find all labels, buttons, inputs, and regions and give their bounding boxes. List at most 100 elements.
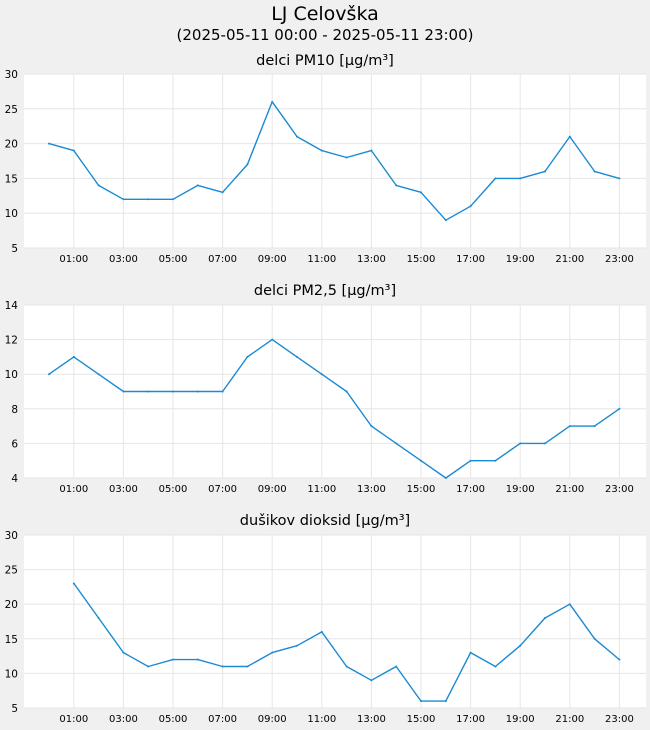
x-tick-label: 07:00 — [208, 714, 237, 725]
x-tick-label: 17:00 — [456, 484, 485, 495]
data-point — [395, 184, 398, 187]
data-point — [469, 459, 472, 462]
x-tick-label: 23:00 — [605, 484, 634, 495]
y-tick-label: 10 — [5, 369, 18, 381]
x-tick-label: 03:00 — [109, 254, 138, 265]
x-tick-label: 11:00 — [307, 484, 336, 495]
data-point — [593, 637, 596, 640]
y-tick-label: 15 — [5, 634, 18, 646]
data-point — [519, 644, 522, 647]
data-point — [519, 177, 522, 180]
y-tick-label: 25 — [5, 104, 18, 116]
data-point — [271, 338, 274, 341]
x-tick-label: 13:00 — [357, 714, 386, 725]
data-point — [544, 617, 546, 620]
y-tick-label: 20 — [5, 599, 18, 611]
x-tick-label: 01:00 — [59, 254, 88, 265]
x-tick-label: 05:00 — [159, 254, 188, 265]
data-point — [172, 198, 174, 201]
y-tick-label: 14 — [5, 300, 19, 312]
data-point — [320, 373, 323, 376]
data-point — [420, 191, 422, 194]
chart-title: dušikov dioksid [µg/m³] — [240, 513, 410, 529]
y-tick-label: 5 — [11, 703, 18, 715]
data-point — [97, 373, 100, 376]
x-tick-label: 07:00 — [208, 484, 237, 495]
x-tick-label: 19:00 — [506, 714, 535, 725]
data-point — [296, 644, 298, 647]
y-tick-label: 10 — [5, 668, 18, 680]
x-tick-label: 21:00 — [555, 714, 584, 725]
data-point — [320, 149, 323, 152]
data-point — [370, 679, 373, 682]
series-line — [48, 338, 620, 479]
y-tick-label: 20 — [5, 139, 18, 151]
data-point — [122, 198, 125, 201]
y-tick-label: 30 — [5, 69, 18, 81]
y-tick-label: 30 — [5, 530, 18, 542]
data-point — [469, 205, 472, 208]
data-point — [345, 156, 348, 159]
data-point — [494, 459, 497, 462]
data-point — [395, 665, 398, 668]
x-tick-label: 11:00 — [307, 714, 336, 725]
x-tick-label: 15:00 — [407, 484, 436, 495]
x-tick-label: 05:00 — [159, 484, 188, 495]
data-point — [593, 170, 596, 173]
data-point — [271, 100, 274, 103]
y-tick-label: 10 — [5, 208, 18, 220]
x-tick-label: 03:00 — [109, 714, 138, 725]
x-tick-label: 11:00 — [307, 254, 336, 265]
x-tick-label: 07:00 — [208, 254, 237, 265]
data-point — [147, 390, 150, 393]
data-point — [147, 665, 150, 668]
data-point — [444, 700, 447, 703]
x-tick-label: 19:00 — [506, 254, 535, 265]
data-point — [196, 658, 199, 661]
data-point — [395, 442, 398, 445]
data-point — [420, 459, 422, 462]
data-point — [370, 149, 373, 152]
x-tick-label: 17:00 — [456, 714, 485, 725]
page-title: LJ Celovška — [271, 3, 379, 25]
data-point — [618, 407, 621, 410]
x-tick-label: 21:00 — [555, 484, 584, 495]
data-point — [196, 184, 199, 187]
chart-title: delci PM2,5 [µg/m³] — [254, 283, 396, 299]
data-point — [618, 177, 621, 180]
x-tick-label: 15:00 — [407, 254, 436, 265]
y-tick-label: 4 — [11, 473, 18, 485]
data-point — [122, 651, 125, 654]
x-tick-label: 13:00 — [357, 484, 386, 495]
chart-title: delci PM10 [µg/m³] — [256, 53, 394, 69]
data-point — [221, 191, 224, 194]
data-point — [122, 390, 125, 393]
y-tick-label: 8 — [11, 404, 18, 416]
x-tick-label: 09:00 — [258, 714, 287, 725]
data-point — [568, 135, 571, 138]
x-tick-label: 17:00 — [456, 254, 485, 265]
data-point — [618, 658, 621, 661]
data-point — [221, 665, 224, 668]
y-tick-label: 5 — [11, 243, 18, 255]
x-tick-label: 01:00 — [59, 484, 88, 495]
data-point — [568, 425, 571, 428]
x-tick-label: 03:00 — [109, 484, 138, 495]
plot-area — [24, 535, 646, 708]
y-tick-label: 25 — [5, 565, 18, 577]
data-point — [196, 390, 199, 393]
plot-area — [24, 305, 646, 478]
x-tick-label: 23:00 — [605, 714, 634, 725]
y-tick-label: 15 — [5, 173, 18, 185]
data-point — [320, 630, 323, 633]
y-tick-label: 6 — [11, 438, 18, 450]
data-point — [147, 198, 150, 201]
data-point — [271, 651, 274, 654]
y-tick-label: 12 — [5, 335, 18, 347]
data-point — [544, 442, 546, 445]
data-point — [221, 390, 224, 393]
series-line — [48, 101, 620, 221]
data-point — [444, 477, 447, 479]
data-point — [48, 142, 50, 145]
data-point — [246, 163, 249, 166]
